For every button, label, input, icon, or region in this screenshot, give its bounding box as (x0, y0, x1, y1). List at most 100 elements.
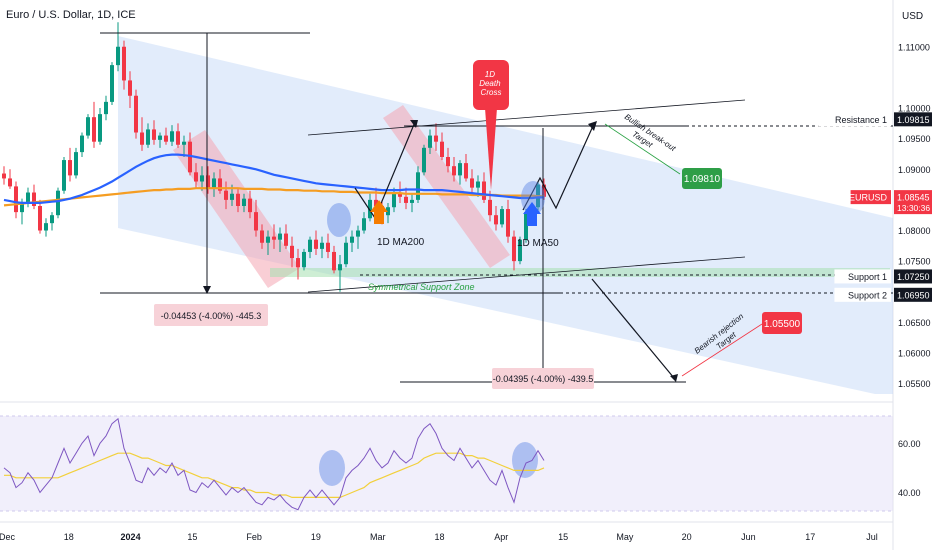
candle-body (308, 239, 312, 252)
ma200-label: 1D MA200 (377, 237, 425, 248)
death-cross-callout (473, 60, 509, 110)
price-tag-label: EURUSD (849, 193, 888, 203)
price-tick-label: 1.07500 (898, 257, 931, 267)
candle-body (104, 101, 108, 115)
candle-body (392, 193, 396, 208)
candle-body (314, 239, 318, 249)
rsi-tick-label: 40.00 (898, 488, 921, 498)
candle-body (218, 178, 222, 191)
candle-body (80, 135, 84, 153)
bullish-projection (522, 125, 594, 211)
time-tick-label: Mar (370, 532, 386, 542)
time-tick-label: Jul (866, 532, 878, 542)
bullish-target-value: 1.09810 (684, 174, 721, 185)
candle-body (332, 251, 336, 271)
candle-body (164, 135, 168, 142)
rsi-highlight-circle (512, 442, 538, 478)
price-tick-label: 1.05500 (898, 379, 931, 389)
rsi-tick-label: 60.00 (898, 439, 921, 449)
candle-body (524, 212, 528, 240)
price-tag-value-bg (894, 269, 932, 284)
bullish-target-text: Bullish break-out Target (617, 112, 679, 162)
highlight-circle (327, 203, 351, 237)
candle-body (206, 175, 210, 188)
candle-body (20, 202, 24, 213)
ma50-arrow (523, 202, 541, 226)
ma50-line (3, 153, 544, 204)
candle-body (32, 192, 36, 206)
candle-body (476, 181, 480, 188)
price-tick-label: 1.06500 (898, 318, 931, 328)
bullish-target-box (682, 168, 722, 189)
candle-body (170, 131, 174, 142)
death-cross-pointer (485, 108, 497, 190)
candle-body (254, 212, 258, 231)
price-tick-label: 1.09500 (898, 134, 931, 144)
candle-body (518, 239, 522, 262)
price-tick-label: 1.10000 (898, 104, 931, 114)
bearish-target-box (762, 312, 802, 334)
candle-body (410, 199, 414, 203)
candle-body (464, 163, 468, 179)
candle-body (14, 186, 18, 213)
rsi-line (3, 417, 545, 511)
price-axis[interactable]: 1.11000 1.10000 1.09500 1.09000 1.08000 1.075… (898, 42, 931, 389)
candle-body (110, 65, 114, 102)
candle-body (500, 209, 504, 225)
price-tag-label: Resistance 1 (835, 115, 887, 125)
candle-body (398, 193, 402, 197)
bullish-arrowhead (588, 121, 597, 131)
candle-body (278, 233, 282, 240)
candle-body (62, 160, 66, 191)
price-tick-label: 1.11000 (898, 42, 930, 52)
candle-body (230, 193, 234, 200)
rsi-ma-line (4, 452, 545, 498)
candle-body (422, 147, 426, 173)
time-tick-label: 17 (805, 532, 815, 542)
candle-body (338, 264, 342, 271)
candle-body (386, 207, 390, 216)
support-zone-label: Symmetrical Support Zone (368, 282, 475, 292)
candle-body (320, 242, 324, 249)
candle-body (326, 242, 330, 252)
candle-body (200, 175, 204, 182)
candle-body (362, 218, 366, 231)
candle-body (470, 178, 474, 188)
candle-body (128, 80, 132, 96)
candle-body (242, 198, 246, 206)
candle-body (212, 178, 216, 188)
descending-channel (118, 36, 893, 394)
bearish-target-line (681, 323, 763, 377)
price-tag-value: 1.06950 (897, 290, 930, 300)
candle-body (488, 199, 492, 216)
zigzag-arrowhead (410, 120, 418, 128)
candle-body (146, 129, 150, 145)
price-tag-countdown: 13:30:36 (897, 203, 930, 213)
candle-body (428, 135, 432, 148)
candle-body (272, 236, 276, 240)
candle-body (236, 193, 240, 206)
candle-body (38, 206, 42, 231)
candle-body (176, 131, 180, 145)
measure-box-left (154, 304, 268, 326)
candle-body (344, 242, 348, 265)
candle-body (134, 95, 138, 133)
price-tag-value-bg (894, 287, 932, 302)
ma200-arrow (370, 200, 388, 224)
time-tick-label: Jun (741, 532, 756, 542)
candle-body (44, 223, 48, 231)
currency-label[interactable]: USD (902, 11, 924, 22)
time-tick-label: Dec (0, 532, 15, 542)
candle-body (452, 166, 456, 176)
candle-body (350, 236, 354, 243)
price-tag-label-bg (834, 269, 891, 284)
price-tag-value: 1.07250 (897, 272, 930, 282)
price-tag-label-bg (850, 190, 891, 205)
time-tick-label: 18 (434, 532, 444, 542)
candle-body (158, 135, 162, 140)
time-axis[interactable]: Dec 18 2024 15 Feb 19 Mar 18 Apr 15 May 20 Jun 17 Jul (0, 532, 878, 542)
time-tick-label: 2024 (121, 532, 141, 542)
rsi-axis[interactable]: 60.00 40.00 (898, 439, 921, 498)
